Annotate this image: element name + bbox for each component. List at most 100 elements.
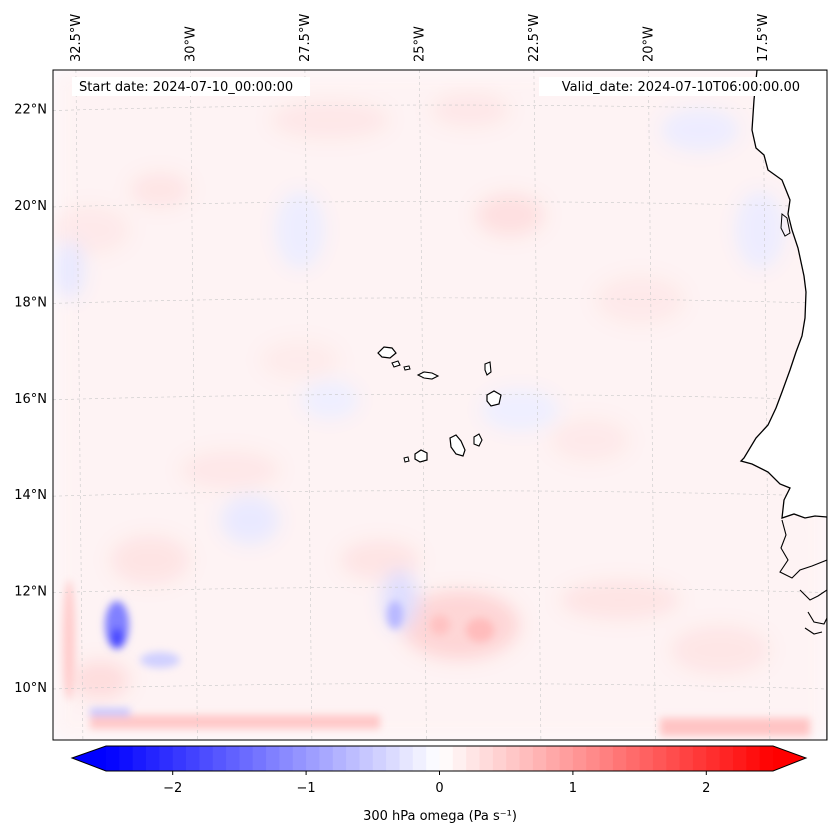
colorbar-label: 300 hPa omega (Pa s⁻¹) bbox=[363, 809, 517, 824]
parallel-gridline bbox=[53, 490, 827, 497]
colorbar-segment bbox=[332, 746, 347, 771]
colorbar-tick-label: −2 bbox=[163, 781, 182, 796]
colorbar-segment bbox=[106, 746, 120, 771]
parallel-gridline bbox=[53, 104, 827, 111]
island-brava bbox=[403, 456, 410, 463]
colorbar-segment bbox=[439, 746, 454, 771]
longitude-tick-label: 22.5°W bbox=[527, 14, 542, 62]
colorbar-segment bbox=[386, 746, 401, 771]
latitude-tick-label: 14°N bbox=[14, 488, 47, 503]
colorbar-extend-low bbox=[72, 746, 106, 771]
africa-land bbox=[739, 70, 827, 740]
parallel-gridline bbox=[53, 201, 827, 208]
coastlines bbox=[377, 70, 827, 740]
meridian-gridline bbox=[419, 70, 427, 740]
colorbar-segment bbox=[146, 746, 160, 771]
colorbar-segment bbox=[479, 746, 494, 771]
colorbar-segment bbox=[532, 746, 547, 771]
coastal-strip-detail bbox=[780, 213, 791, 237]
colorbar-segment bbox=[639, 746, 654, 771]
colorbar-segment bbox=[732, 746, 747, 771]
colorbar-segment bbox=[159, 746, 174, 771]
header-annotations: Start date: 2024-07-10_00:00:00 Valid_da… bbox=[72, 77, 807, 96]
colorbar-segments bbox=[72, 746, 806, 771]
colorbar-ticks: −2 −1 0 1 2 bbox=[163, 771, 710, 796]
longitude-tick-label: 32.5°W bbox=[69, 14, 84, 62]
latitude-tick-label: 20°N bbox=[14, 199, 47, 214]
island-santiago bbox=[449, 434, 466, 457]
parallel-gridline bbox=[53, 297, 827, 304]
colorbar-segment bbox=[226, 746, 240, 771]
colorbar-tick-label: 0 bbox=[435, 781, 443, 796]
west-africa-coast-detail bbox=[779, 519, 827, 635]
colorbar: −2 −1 0 1 2 300 hPa omega (Pa s⁻¹) bbox=[70, 745, 808, 824]
map-panel[interactable] bbox=[50, 69, 834, 741]
parallel-gridline bbox=[53, 683, 827, 690]
start-date-label: Start date: 2024-07-10_00:00:00 bbox=[79, 80, 293, 95]
colorbar-segment bbox=[719, 746, 734, 771]
colorbar-segment bbox=[292, 746, 307, 771]
island-maio bbox=[473, 433, 483, 447]
colorbar-tick-label: 1 bbox=[569, 781, 577, 796]
colorbar-segment bbox=[372, 746, 387, 771]
colorbar-segment bbox=[426, 746, 441, 771]
colorbar-segment bbox=[506, 746, 521, 771]
island-santa-luzia bbox=[403, 365, 411, 371]
longitude-labels: 32.5°W 30°W 27.5°W 25°W 22.5°W 20°W 17.5°W bbox=[69, 14, 771, 62]
map-frame bbox=[52, 69, 828, 741]
colorbar-segment bbox=[466, 746, 481, 771]
colorbar-segment bbox=[119, 746, 134, 771]
gridlines bbox=[53, 70, 827, 740]
colorbar-segment bbox=[452, 746, 467, 771]
meridian-gridline bbox=[304, 70, 313, 740]
valid-date-label: Valid_date: 2024-07-10T06:00:00.00 bbox=[562, 80, 800, 95]
colorbar-segment bbox=[572, 746, 587, 771]
meridian-gridline bbox=[190, 70, 198, 740]
colorbar-segment bbox=[306, 746, 321, 771]
island-sao-vicente bbox=[391, 360, 401, 368]
colorbar-segment bbox=[359, 746, 374, 771]
colorbar-segment bbox=[626, 746, 641, 771]
longitude-tick-label: 17.5°W bbox=[756, 14, 771, 62]
island-boa-vista bbox=[486, 390, 502, 407]
colorbar-outline bbox=[70, 745, 808, 772]
colorbar-segment bbox=[612, 746, 627, 771]
colorbar-segment bbox=[586, 746, 601, 771]
colorbar-segment bbox=[399, 746, 414, 771]
latitude-tick-label: 12°N bbox=[14, 585, 47, 600]
longitude-tick-label: 25°W bbox=[412, 26, 427, 62]
island-fogo bbox=[414, 449, 428, 463]
start-date-box bbox=[72, 77, 310, 96]
colorbar-segment bbox=[252, 746, 267, 771]
colorbar-segment bbox=[666, 746, 681, 771]
colorbar-segment bbox=[746, 746, 761, 771]
latitude-tick-label: 10°N bbox=[14, 681, 47, 696]
colorbar-segment bbox=[172, 746, 187, 771]
colorbar-segment bbox=[519, 746, 534, 771]
island-santo-antao bbox=[377, 346, 397, 359]
longitude-tick-label: 30°W bbox=[183, 26, 198, 62]
parallel-gridline bbox=[53, 393, 827, 401]
colorbar-segment bbox=[319, 746, 334, 771]
longitude-tick-label: 27.5°W bbox=[298, 14, 313, 62]
colorbar-segment bbox=[239, 746, 254, 771]
colorbar-segment bbox=[652, 746, 667, 771]
colorbar-segment bbox=[546, 746, 561, 771]
parallel-gridline bbox=[53, 586, 827, 593]
colorbar-segment bbox=[692, 746, 707, 771]
latitude-tick-label: 18°N bbox=[14, 295, 47, 310]
colorbar-tick-label: 2 bbox=[702, 781, 710, 796]
colorbar-segment bbox=[199, 746, 214, 771]
colorbar-segment bbox=[599, 746, 614, 771]
latitude-tick-label: 16°N bbox=[14, 392, 47, 407]
colorbar-segment bbox=[559, 746, 574, 771]
longitude-tick-label: 20°W bbox=[641, 26, 656, 62]
meridian-gridline bbox=[648, 70, 656, 740]
colorbar-segment bbox=[346, 746, 361, 771]
colorbar-segment bbox=[492, 746, 507, 771]
omega-field bbox=[53, 70, 827, 740]
valid-date-box bbox=[539, 77, 807, 96]
colorbar-segment bbox=[132, 746, 147, 771]
latitude-labels: 22°N 20°N 18°N 16°N 14°N 12°N 10°N bbox=[14, 103, 47, 696]
meridian-gridline bbox=[533, 70, 542, 740]
